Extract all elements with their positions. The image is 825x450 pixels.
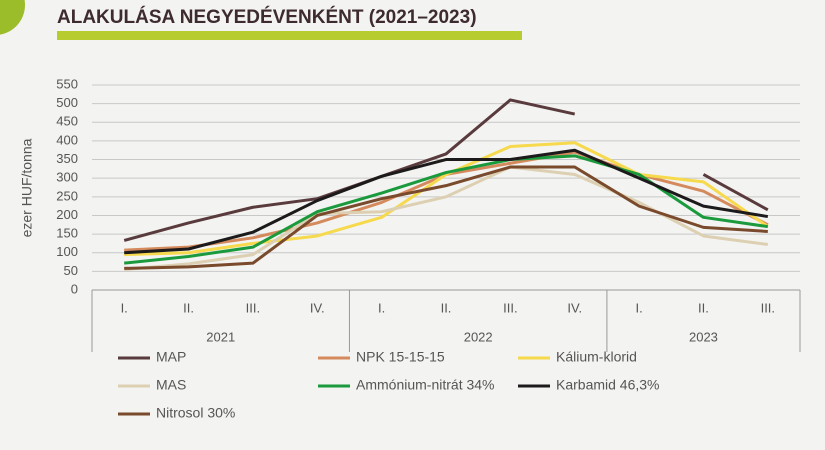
group-label: 2022 <box>464 329 493 344</box>
legend-label: MAP <box>156 349 186 365</box>
legend-label: Nitrosol 30% <box>156 405 235 421</box>
y-tick-label: 150 <box>56 226 78 241</box>
x-tick-label: I. <box>378 300 385 315</box>
x-tick-label: I. <box>635 300 642 315</box>
chart-title: ALAKULÁSA NEGYEDÉVENKÉNT (2021–2023) <box>57 6 477 28</box>
corner-decoration <box>0 0 25 35</box>
series-line <box>124 141 769 257</box>
x-tick-label: III. <box>246 300 260 315</box>
legend-label: NPK 15-15-15 <box>356 349 445 365</box>
y-tick-label: 400 <box>56 132 78 147</box>
y-tick-label: 250 <box>56 188 78 203</box>
y-tick-label: 50 <box>64 263 78 278</box>
group-label: 2023 <box>689 329 718 344</box>
legend-label: Karbamid 46,3% <box>556 377 660 393</box>
legend-label: Kálium-klorid <box>556 349 637 365</box>
series-line <box>124 165 768 270</box>
y-tick-label: 500 <box>56 95 78 110</box>
series-line <box>124 148 769 255</box>
y-axis-label: ezer HUF/tonna <box>19 138 35 237</box>
x-tick-label: III. <box>503 300 517 315</box>
x-tick-label: II. <box>698 300 709 315</box>
title-bar <box>57 31 522 40</box>
y-tick-label: 350 <box>56 151 78 166</box>
legend-label: MAS <box>156 377 186 393</box>
y-tick-label: 550 <box>56 76 78 91</box>
y-tick-label: 100 <box>56 244 78 259</box>
x-tick-label: IV. <box>567 300 582 315</box>
x-tick-label: III. <box>761 300 775 315</box>
x-tick-label: I. <box>121 300 128 315</box>
x-tick-label: IV. <box>310 300 325 315</box>
y-tick-label: 0 <box>71 281 78 296</box>
y-tick-label: 300 <box>56 170 78 185</box>
x-tick-label: II. <box>441 300 452 315</box>
y-tick-label: 200 <box>56 207 78 222</box>
legend-label: Ammónium-nitrát 34% <box>356 377 495 393</box>
y-tick-label: 450 <box>56 114 78 129</box>
x-tick-label: II. <box>183 300 194 315</box>
group-label: 2021 <box>206 329 235 344</box>
